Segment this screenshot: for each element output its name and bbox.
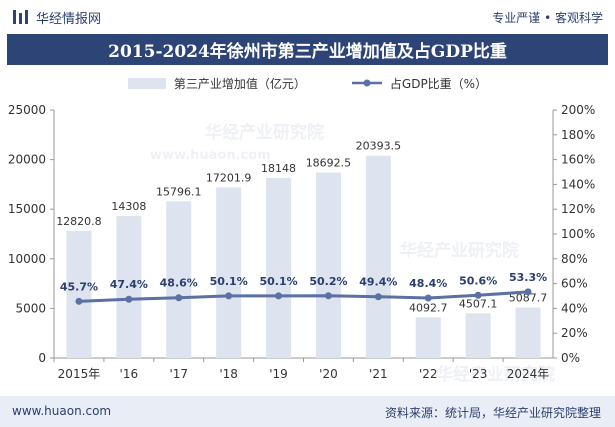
y-left-tick-label: 15000 bbox=[8, 202, 46, 216]
y-right-tick-label: 120% bbox=[561, 202, 595, 216]
bar-value-label: 15796.1 bbox=[156, 185, 202, 198]
bar bbox=[216, 187, 242, 358]
y-left-tick-label: 10000 bbox=[8, 252, 46, 266]
bar-value-label: 4092.7 bbox=[409, 301, 448, 314]
line-value-label: 50.6% bbox=[459, 274, 497, 287]
header-bar: 华经情报网 专业严谨 • 客观科学 bbox=[0, 0, 615, 34]
slogan: 专业严谨 • 客观科学 bbox=[492, 11, 603, 25]
line-point bbox=[275, 292, 283, 300]
line-point bbox=[175, 294, 183, 302]
brand[interactable]: 华经情报网 bbox=[12, 8, 102, 27]
line-value-label: 50.2% bbox=[309, 275, 347, 288]
footer-source: 资料来源：统计局，华经产业研究院整理 bbox=[384, 406, 601, 420]
line-value-label: 50.1% bbox=[210, 275, 248, 288]
legend-item-bar: 第三产业增加值（亿元） bbox=[127, 75, 306, 92]
bar bbox=[266, 177, 292, 358]
chart-title: 2015-2024年徐州市第三产业增加值及占GDP比重 bbox=[108, 42, 507, 62]
x-tick-label: '19 bbox=[269, 367, 288, 381]
legend-line-swatch bbox=[351, 79, 382, 87]
x-tick-label: '21 bbox=[369, 367, 388, 381]
line-value-label: 48.6% bbox=[160, 277, 198, 290]
x-tick-label: '23 bbox=[469, 367, 488, 381]
bar bbox=[166, 201, 192, 358]
y-right-tick-label: 60% bbox=[561, 277, 588, 291]
line-point bbox=[424, 294, 432, 302]
y-right-tick-label: 40% bbox=[561, 301, 588, 315]
line-point bbox=[75, 297, 83, 305]
x-tick-label: 2015年 bbox=[58, 367, 101, 381]
bar bbox=[315, 172, 341, 358]
bar bbox=[116, 216, 142, 358]
y-left-tick-label: 25000 bbox=[8, 103, 46, 117]
x-tick-label: '16 bbox=[120, 367, 139, 381]
line-point bbox=[524, 288, 532, 296]
line-point bbox=[324, 292, 332, 300]
bar-value-label: 18692.5 bbox=[306, 157, 352, 170]
footer: www.huaon.com 资料来源：统计局，华经产业研究院整理 bbox=[0, 396, 615, 427]
x-tick-label: '18 bbox=[219, 367, 238, 381]
title-bar: 2015-2024年徐州市第三产业增加值及占GDP比重 bbox=[7, 34, 608, 65]
line-value-label: 45.7% bbox=[60, 280, 98, 293]
x-tick-label: '22 bbox=[419, 367, 438, 381]
y-left-tick-label: 5000 bbox=[15, 301, 46, 315]
y-right-tick-label: 140% bbox=[561, 177, 595, 191]
legend-line-label: 占GDP比重（%） bbox=[389, 76, 488, 91]
y-right-tick-label: 200% bbox=[561, 103, 595, 117]
line-point bbox=[474, 291, 482, 299]
legend-item-line: 占GDP比重（%） bbox=[351, 75, 488, 92]
x-tick-label: '17 bbox=[169, 367, 188, 381]
legend: 第三产业增加值（亿元） 占GDP比重（%） bbox=[0, 72, 615, 94]
x-tick-label: 2024年 bbox=[507, 367, 550, 381]
y-right-tick-label: 80% bbox=[561, 252, 588, 266]
legend-bar-swatch bbox=[127, 77, 166, 89]
line-value-label: 50.1% bbox=[259, 275, 297, 288]
y-right-tick-label: 100% bbox=[561, 227, 595, 241]
line-value-label: 53.3% bbox=[509, 271, 547, 284]
y-left-tick-label: 0 bbox=[38, 351, 46, 365]
chart: 0 5000 10000 15000 20000 25000 0% 20% 40% 60% 80% 1… bbox=[8, 103, 596, 381]
bar-value-label: 17201.9 bbox=[206, 171, 252, 184]
y-right-tick-label: 0% bbox=[561, 351, 580, 365]
bar bbox=[515, 307, 541, 358]
y-right-tick-label: 180% bbox=[561, 128, 595, 142]
y-right-tick-label: 20% bbox=[561, 326, 588, 340]
bar-value-label: 20393.5 bbox=[356, 140, 402, 153]
series-line bbox=[78, 290, 529, 303]
legend-bar-label: 第三产业增加值（亿元） bbox=[173, 76, 306, 91]
brand-logo-icon bbox=[13, 10, 28, 24]
line-value-label: 49.4% bbox=[359, 276, 397, 289]
bar-value-label: 5087.7 bbox=[509, 292, 548, 305]
y-right-tick-label: 160% bbox=[561, 153, 595, 167]
line-point bbox=[374, 293, 382, 301]
line-value-label: 47.4% bbox=[110, 278, 148, 291]
bar-value-label: 18148 bbox=[261, 162, 296, 175]
bar bbox=[66, 230, 92, 358]
line-point bbox=[225, 292, 233, 300]
y-left-tick-label: 20000 bbox=[8, 153, 46, 167]
bar-value-label: 12820.8 bbox=[56, 215, 102, 228]
bar-value-label: 4507.1 bbox=[459, 297, 498, 310]
bar bbox=[415, 317, 441, 358]
line-value-label: 48.4% bbox=[409, 277, 447, 290]
bar bbox=[365, 155, 391, 358]
brand-name: 华经情报网 bbox=[36, 11, 102, 27]
footer-url[interactable]: www.huaon.com bbox=[12, 404, 112, 418]
bar bbox=[465, 313, 491, 358]
bar-value-label: 14308 bbox=[111, 200, 146, 213]
line-point bbox=[125, 295, 133, 303]
x-tick-label: '20 bbox=[319, 367, 338, 381]
